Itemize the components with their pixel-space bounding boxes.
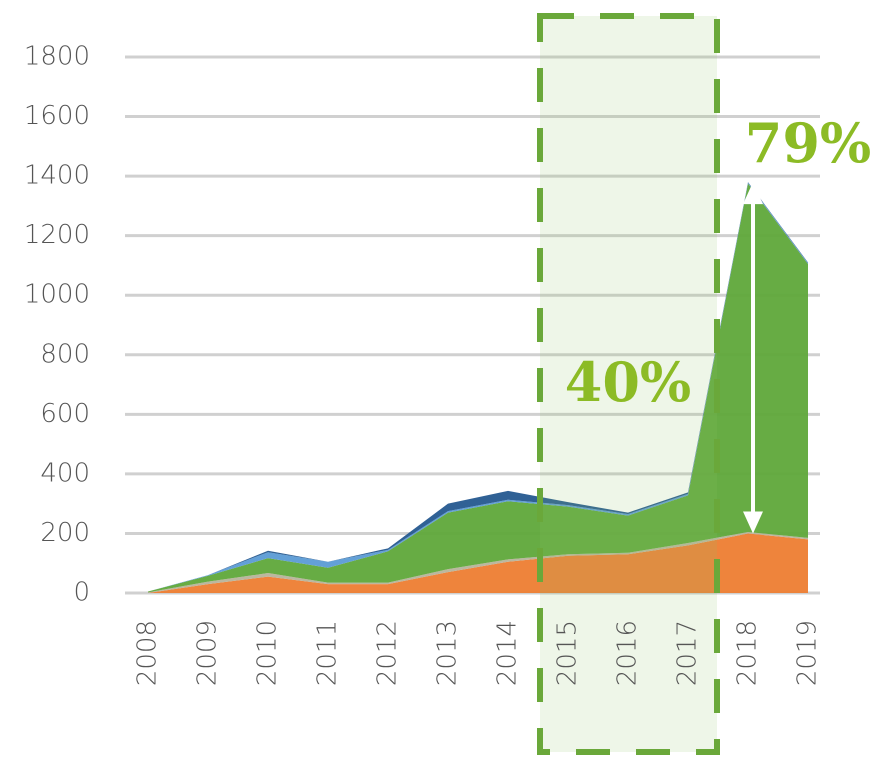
x-tick-label: 2014: [493, 620, 523, 686]
annotation: 79%: [745, 111, 870, 175]
area: [148, 533, 808, 593]
x-tick-label: 2019: [793, 620, 823, 686]
x-tick-label: 2013: [433, 620, 463, 686]
x-tick-label: 2009: [193, 620, 223, 686]
y-tick-label: 1000: [24, 280, 90, 310]
y-tick-label: 800: [40, 339, 90, 369]
x-tick-label: 2016: [613, 620, 643, 686]
annotation: 40%: [565, 350, 691, 414]
x-tick-label: 2012: [373, 620, 403, 686]
grid: [125, 55, 820, 595]
x-tick-label: 2015: [553, 620, 583, 686]
x-tick-label: 2018: [733, 620, 763, 686]
y-tick-label: 1600: [24, 101, 90, 131]
areas: [148, 182, 808, 593]
y-tick-label: 400: [40, 458, 90, 488]
y-tick-label: 1400: [24, 161, 90, 191]
y-tick-label: 1800: [24, 42, 90, 72]
y-tick-label: 200: [40, 518, 90, 548]
x-tick-label: 2010: [253, 620, 283, 686]
x-tick-label: 2011: [313, 620, 343, 686]
y-tick-label: 1200: [24, 220, 90, 250]
labels: 0 200 400 600 800 1000 1200 1400 1600 1800 2008 200…: [24, 42, 823, 687]
x-tick-label: 2008: [133, 620, 163, 686]
x-tick-label: 2017: [673, 620, 703, 686]
highlight-box: [537, 13, 720, 755]
area: [148, 183, 808, 593]
arrow-head: [743, 182, 763, 205]
y-tick-label: 0: [73, 578, 90, 608]
y-tick-label: 600: [40, 399, 90, 429]
arrow-head: [743, 511, 763, 534]
